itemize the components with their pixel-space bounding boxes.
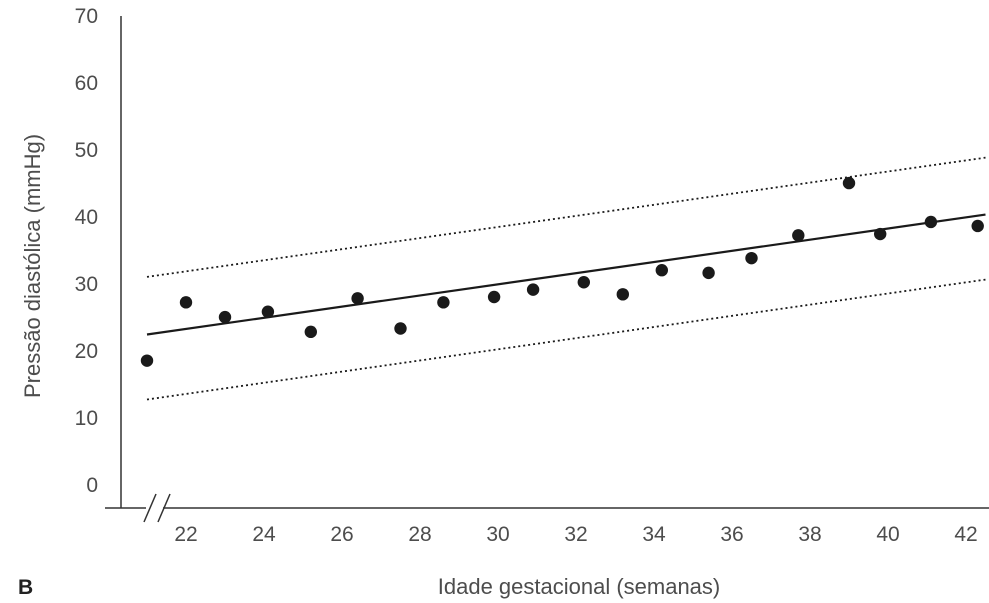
data-points [140,176,984,367]
regression-line [146,213,986,336]
data-point [140,354,154,367]
x-tick-label: 22 [174,523,197,546]
data-point [218,310,232,324]
y-tick-label: 30 [75,273,98,296]
x-tick-label: 32 [564,523,587,546]
x-axis-ticks: 22 24 26 28 30 32 34 36 38 40 42 [174,523,977,546]
x-tick-label: 30 [486,523,509,546]
data-point [577,276,590,289]
data-point [526,283,540,296]
data-point [842,176,856,190]
y-axis-title: Pressão diastólica (mmHg) [20,134,45,398]
axis-break-slash [157,493,171,523]
data-point [924,215,938,229]
x-tick-label: 28 [408,523,431,546]
x-tick-label: 34 [642,523,666,546]
confidence-bound-line [146,156,986,278]
data-point [745,251,758,265]
data-point [971,219,984,233]
data-point [351,292,364,305]
data-point [874,227,887,241]
data-point [616,288,629,301]
y-tick-label: 50 [75,139,98,162]
data-point [437,296,450,309]
x-tick-label: 26 [330,523,353,546]
y-tick-label: 0 [86,474,98,497]
axis-break-mark [143,493,171,523]
y-axis-ticks: 0 10 20 30 40 50 60 70 [75,5,98,497]
y-tick-label: 10 [75,407,98,430]
x-tick-label: 36 [720,523,743,546]
data-point [261,305,275,318]
fit-lines [146,156,986,401]
x-tick-label: 42 [954,523,977,546]
x-tick-label: 24 [252,523,276,546]
y-tick-label: 20 [75,340,98,363]
x-tick-label: 40 [876,523,899,546]
data-point [179,296,193,309]
data-point [792,229,805,242]
x-axis-title: Idade gestacional (semanas) [438,574,721,599]
axis-break-slash [143,493,157,523]
y-tick-label: 40 [75,206,98,229]
data-point [394,322,407,335]
y-tick-label: 70 [75,5,98,28]
data-point [487,290,501,304]
y-tick-label: 60 [75,72,98,95]
data-point [304,325,317,339]
confidence-bound-line [146,278,986,401]
data-point [702,266,715,280]
x-tick-label: 38 [798,523,821,546]
panel-label: B [18,576,33,599]
data-point [655,264,668,277]
